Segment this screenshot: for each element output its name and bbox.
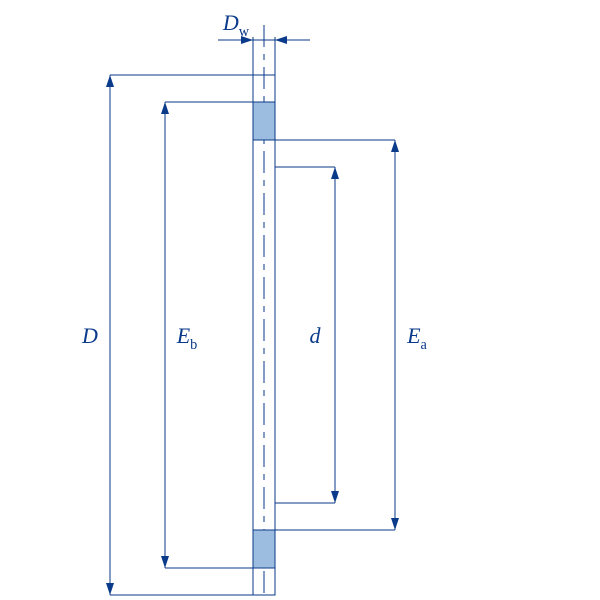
label-Ea-sub: a xyxy=(421,337,428,353)
label-Eb: Eb xyxy=(176,323,198,353)
label-Eb-sub: b xyxy=(190,337,197,353)
arrowhead xyxy=(161,102,169,114)
label-Dw-main: D xyxy=(222,10,239,35)
label-Ea: Ea xyxy=(406,323,427,353)
label-d: d xyxy=(310,323,322,348)
arrowhead xyxy=(106,75,114,87)
label-Dw-sub: w xyxy=(239,24,250,40)
arrowhead xyxy=(331,167,339,179)
label-D: D xyxy=(81,323,98,348)
arrowhead xyxy=(106,583,114,595)
arrowhead xyxy=(331,491,339,503)
roller-bottom xyxy=(253,530,275,568)
arrowhead xyxy=(161,556,169,568)
arrowhead xyxy=(275,36,287,44)
label-D-main: D xyxy=(81,323,98,348)
label-Dw: Dw xyxy=(222,10,250,40)
arrowhead xyxy=(391,518,399,530)
label-Eb-main: E xyxy=(176,323,191,348)
label-Ea-main: E xyxy=(406,323,421,348)
arrowhead xyxy=(391,140,399,152)
roller-top xyxy=(253,102,275,140)
label-d-main: d xyxy=(310,323,322,348)
